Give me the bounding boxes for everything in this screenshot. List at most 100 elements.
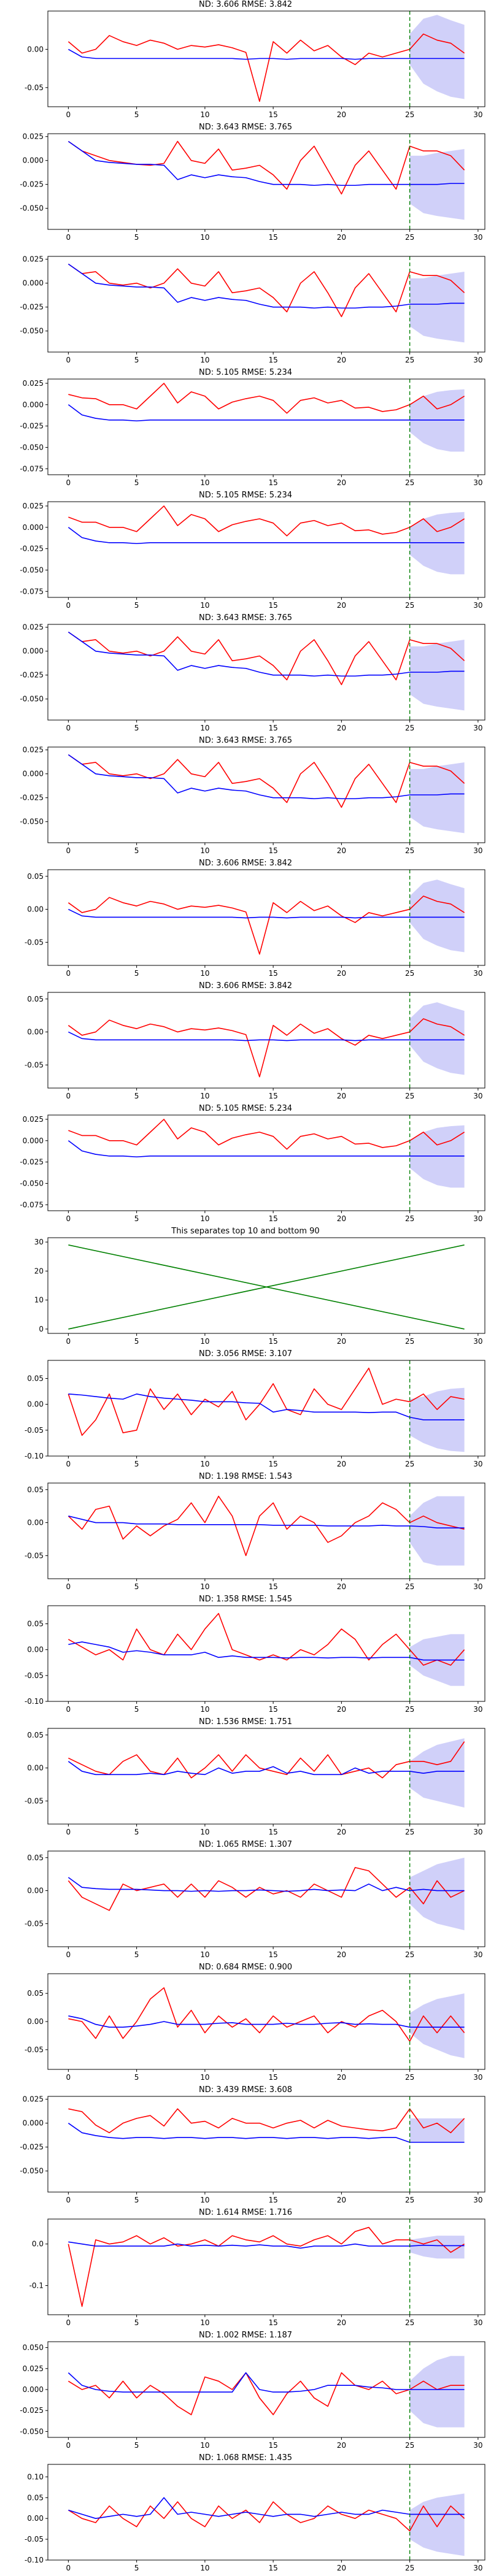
chart-title: ND: 0.684 RMSE: 0.900	[198, 1963, 293, 1972]
y-tick-label: -0.025	[20, 545, 44, 553]
x-tick-label: 10	[200, 356, 209, 364]
x-tick-label: 15	[268, 846, 277, 855]
x-tick-label: 15	[268, 1828, 277, 1836]
y-tick-label: -0.025	[20, 422, 44, 431]
chart-plot: 0 5 10 15 20 25 30 0.025 0.000 -0.025 -0.050	[20, 746, 485, 855]
predicted-series-line	[68, 908, 465, 919]
x-tick-label: 0	[66, 1950, 71, 1959]
x-tick-label: 5	[134, 2318, 139, 2327]
y-tick-label: 0.05	[27, 1620, 44, 1628]
y-tick-label: 0.05	[27, 2493, 44, 2502]
chart-plot: 0 5 10 15 20 25 30 0.025 0.000 -0.025 -0.050	[20, 255, 485, 364]
chart-panel: ND: 3.643 RMSE: 3.765 0 5 10 15 20 25 30 0.025 0.…	[0, 613, 491, 736]
x-tick-label: 15	[268, 1337, 277, 1346]
y-tick-label: 0.00	[27, 45, 44, 53]
y-tick-label: 0.00	[27, 1400, 44, 1409]
y-tick-label: 0.00	[27, 905, 44, 914]
actual-series-line	[68, 2108, 465, 2134]
axes-frame	[47, 1728, 485, 1825]
predicted-series-line	[68, 2241, 465, 2249]
x-tick-label: 25	[405, 110, 414, 119]
x-tick-label: 0	[66, 110, 71, 119]
x-tick-label: 10	[200, 2073, 209, 2082]
y-tick-label: 0.00	[27, 1028, 44, 1037]
x-tick-label: 0	[66, 478, 71, 487]
x-tick-label: 25	[405, 724, 414, 732]
predicted-series-line	[68, 1393, 465, 1420]
y-tick-label: -0.050	[20, 2427, 44, 2436]
y-tick-label: -0.10	[25, 2556, 44, 2564]
y-tick-label: 0.025	[23, 255, 44, 264]
y-tick-label: 0.025	[23, 132, 44, 141]
chart-title: ND: 1.614 RMSE: 1.716	[198, 2208, 293, 2217]
chart-plot: 0 5 10 15 20 25 30 0.025 0.000 -0.025 -0.050	[20, 623, 485, 732]
y-tick-label: -0.050	[20, 204, 44, 213]
x-tick-label: 30	[473, 1460, 482, 1468]
y-tick-label: 0.050	[23, 2344, 44, 2352]
y-tick-label: 0.0	[32, 2240, 44, 2248]
y-tick-label: 0.05	[27, 1989, 44, 1998]
x-tick-label: 30	[473, 1705, 482, 1714]
chart-panel: ND: 3.606 RMSE: 3.842 0 5 10 15 20 25 30 0.05 0.0…	[0, 859, 491, 981]
x-tick-label: 5	[134, 1705, 139, 1714]
actual-series-line	[68, 140, 465, 195]
x-tick-label: 30	[473, 2196, 482, 2204]
x-tick-label: 0	[66, 1705, 71, 1714]
predicted-series-line	[68, 754, 465, 800]
x-tick-label: 30	[473, 478, 482, 487]
x-tick-label: 20	[337, 356, 346, 364]
x-tick-label: 15	[268, 1582, 277, 1591]
x-tick-label: 10	[200, 724, 209, 732]
x-tick-label: 25	[405, 2073, 414, 2082]
predicted-series-line	[68, 2372, 465, 2393]
y-tick-label: 0.025	[23, 746, 44, 754]
y-tick-label: -0.05	[25, 1060, 44, 1069]
x-tick-label: 5	[134, 1828, 139, 1836]
x-tick-label: 5	[134, 356, 139, 364]
y-tick-label: 0	[39, 1325, 44, 1333]
y-tick-label: -0.10	[25, 1697, 44, 1706]
predicted-series-line	[68, 48, 465, 60]
x-tick-label: 20	[337, 1950, 346, 1959]
y-tick-label: -0.050	[20, 818, 44, 826]
y-tick-label: -0.050	[20, 443, 44, 451]
y-tick-label: 0.025	[23, 1115, 44, 1124]
uncertainty-band	[409, 639, 465, 711]
chart-panel: 0 5 10 15 20 25 30 0.025 0.000 -0.025 -0.050	[0, 245, 491, 368]
x-tick-label: 5	[134, 2196, 139, 2204]
x-tick-label: 30	[473, 2073, 482, 2082]
x-tick-label: 10	[200, 2318, 209, 2327]
x-tick-label: 10	[200, 1582, 209, 1591]
x-tick-label: 25	[405, 1582, 414, 1591]
actual-series-line	[68, 263, 465, 318]
y-tick-label: -0.025	[20, 2143, 44, 2152]
x-tick-label: 15	[268, 2318, 277, 2327]
chart-plot: 0 5 10 15 20 25 30 0.05 0.00 -0.05	[25, 1973, 485, 2082]
x-tick-label: 10	[200, 969, 209, 978]
x-tick-label: 25	[405, 601, 414, 610]
x-tick-label: 25	[405, 1214, 414, 1223]
x-tick-label: 15	[268, 2196, 277, 2204]
x-tick-label: 20	[337, 1460, 346, 1468]
chart-plot: 0 5 10 15 20 25 30 0.05 0.00 -0.05 -0.10	[25, 1360, 485, 1468]
x-tick-label: 0	[66, 846, 71, 855]
y-tick-label: 0.05	[27, 1853, 44, 1862]
x-tick-label: 30	[473, 1337, 482, 1346]
x-tick-label: 5	[134, 601, 139, 610]
y-tick-label: -0.025	[20, 303, 44, 312]
predicted-series-line	[68, 2123, 465, 2143]
x-tick-label: 30	[473, 1092, 482, 1100]
uncertainty-band	[409, 1002, 465, 1075]
y-tick-label: 0.000	[23, 647, 44, 656]
y-tick-label: -0.075	[20, 464, 44, 473]
chart-panel: ND: 3.643 RMSE: 3.765 0 5 10 15 20 25 30 0.025 0.…	[0, 123, 491, 245]
y-tick-label: 0.000	[23, 156, 44, 165]
y-tick-label: -0.025	[20, 2406, 44, 2415]
chart-plot: 0 5 10 15 20 25 30 0.025 0.000 -0.025 -0.050 -0.075	[20, 1114, 485, 1223]
chart-title: ND: 3.056 RMSE: 3.107	[198, 1349, 293, 1359]
x-tick-label: 20	[337, 601, 346, 610]
axes-frame	[47, 992, 485, 1089]
uncertainty-band	[409, 15, 465, 99]
predicted-series-line	[68, 2015, 465, 2028]
y-tick-label: -0.025	[20, 671, 44, 680]
